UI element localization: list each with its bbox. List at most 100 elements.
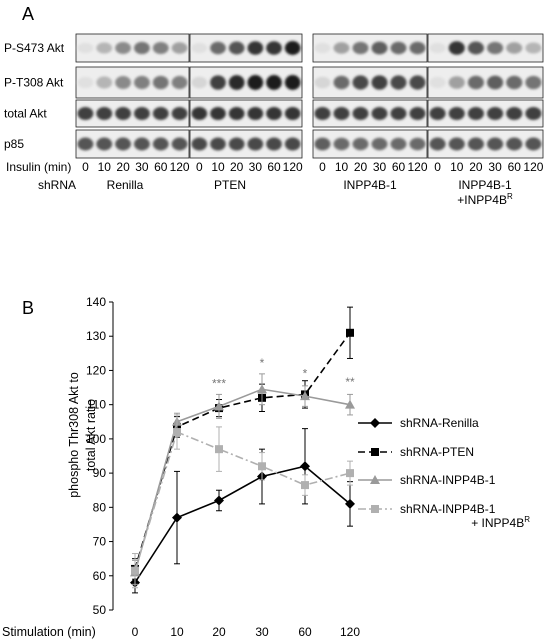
blot-band: [333, 107, 350, 120]
blot-band: [525, 42, 542, 54]
blot-panel: [312, 99, 428, 128]
blot-band: [247, 137, 264, 151]
data-point: [258, 462, 266, 471]
data-point: [370, 418, 380, 428]
data-point: [370, 475, 380, 484]
blot-band: [448, 107, 465, 120]
timepoint-label: 120: [523, 160, 543, 174]
x-tick-label: 120: [340, 625, 360, 639]
significance-marker: *: [303, 366, 308, 380]
timepoint-label: 20: [354, 160, 368, 174]
blot-band: [191, 137, 208, 151]
x-tick-label: 10: [170, 625, 184, 639]
blot-band: [314, 107, 331, 120]
timepoint-label: 10: [98, 160, 112, 174]
y-tick-label: 80: [93, 500, 107, 514]
group-label-line2: +INPP4BR: [457, 192, 513, 207]
blot-band: [409, 75, 426, 90]
timepoint-label: 120: [407, 160, 427, 174]
blot-band: [171, 137, 188, 151]
series-layer: [130, 306, 355, 594]
panel-a-letter: A: [22, 4, 34, 24]
blot-panel: [75, 33, 190, 63]
blot-band: [525, 137, 542, 151]
blot-band: [333, 75, 350, 90]
blot-band: [134, 137, 150, 151]
blot-band: [266, 75, 282, 90]
blot-band: [247, 41, 264, 55]
blot-band: [284, 75, 301, 90]
blot-band: [371, 41, 388, 55]
data-point: [214, 495, 224, 506]
data-point: [215, 445, 223, 454]
blot-band: [467, 137, 484, 151]
blot-band: [115, 137, 131, 151]
blot-band: [448, 137, 465, 151]
blot-band: [284, 137, 301, 151]
legend: shRNA-Renilla shRNA-PTEN shRNA-INPP4B-1 shR…: [358, 416, 530, 530]
blot-row-label: p85: [4, 137, 24, 151]
y-tick-label: 60: [93, 569, 107, 583]
blot-band: [506, 107, 523, 120]
western-blots: [75, 33, 544, 159]
x-tick-label: 0: [132, 625, 139, 639]
timepoint-label: 30: [488, 160, 502, 174]
blot-band: [409, 137, 426, 151]
blot-panel: [75, 99, 190, 128]
series-line: [134, 332, 351, 570]
blot-band: [506, 42, 523, 54]
blot-band: [371, 137, 388, 151]
y-tick-label: 110: [87, 398, 106, 412]
blot-band: [152, 41, 169, 55]
series-line: [134, 388, 351, 573]
legend-label: shRNA-Renilla: [400, 416, 479, 430]
significance-marker: ***: [212, 377, 226, 391]
blot-band: [171, 75, 188, 90]
series-1: [130, 428, 355, 594]
x-tick-label: 30: [255, 625, 269, 639]
blot-band: [152, 137, 169, 151]
data-point: [371, 505, 379, 513]
timepoint-label: 60: [392, 160, 406, 174]
blot-panel: [427, 33, 544, 63]
blot-band: [487, 137, 504, 151]
blot-panel: [189, 129, 303, 159]
blot-band: [467, 75, 484, 90]
blot-row-label: P-T308 Akt: [4, 76, 64, 90]
blot-band: [390, 137, 407, 151]
data-point: [346, 469, 354, 478]
blot-band: [371, 75, 388, 90]
blot-band: [77, 137, 94, 151]
blot-band: [247, 106, 264, 121]
x-tick-label: 60: [298, 625, 312, 639]
blot-band: [284, 106, 301, 121]
blot-band: [506, 75, 523, 90]
y-tick-label: 130: [86, 329, 106, 343]
blot-band: [429, 76, 446, 89]
blot-panel: [427, 66, 544, 99]
blot-band: [228, 41, 245, 55]
blot-band: [525, 107, 542, 120]
blot-band: [352, 107, 369, 120]
timepoint-label: 20: [116, 160, 130, 174]
data-point: [346, 328, 354, 337]
group-label: INPP4B-1: [343, 178, 397, 192]
blot-panel: [75, 129, 190, 159]
timepoint-label: 30: [135, 160, 149, 174]
blot-band: [429, 137, 446, 151]
blot-band: [171, 42, 188, 54]
blot-band: [115, 76, 131, 89]
blot-band: [467, 41, 484, 55]
blot-band: [228, 106, 245, 121]
blot-band: [96, 137, 113, 151]
shrna-label: shRNA: [38, 178, 76, 192]
blot-band: [487, 107, 504, 120]
blot-band: [429, 107, 446, 120]
data-point: [173, 428, 181, 437]
y-tick-label: 120: [86, 363, 106, 377]
timepoint-label: 20: [469, 160, 483, 174]
blot-panel: [75, 66, 190, 99]
data-point: [300, 391, 310, 401]
blot-band: [314, 76, 331, 89]
blot-band: [210, 75, 226, 90]
